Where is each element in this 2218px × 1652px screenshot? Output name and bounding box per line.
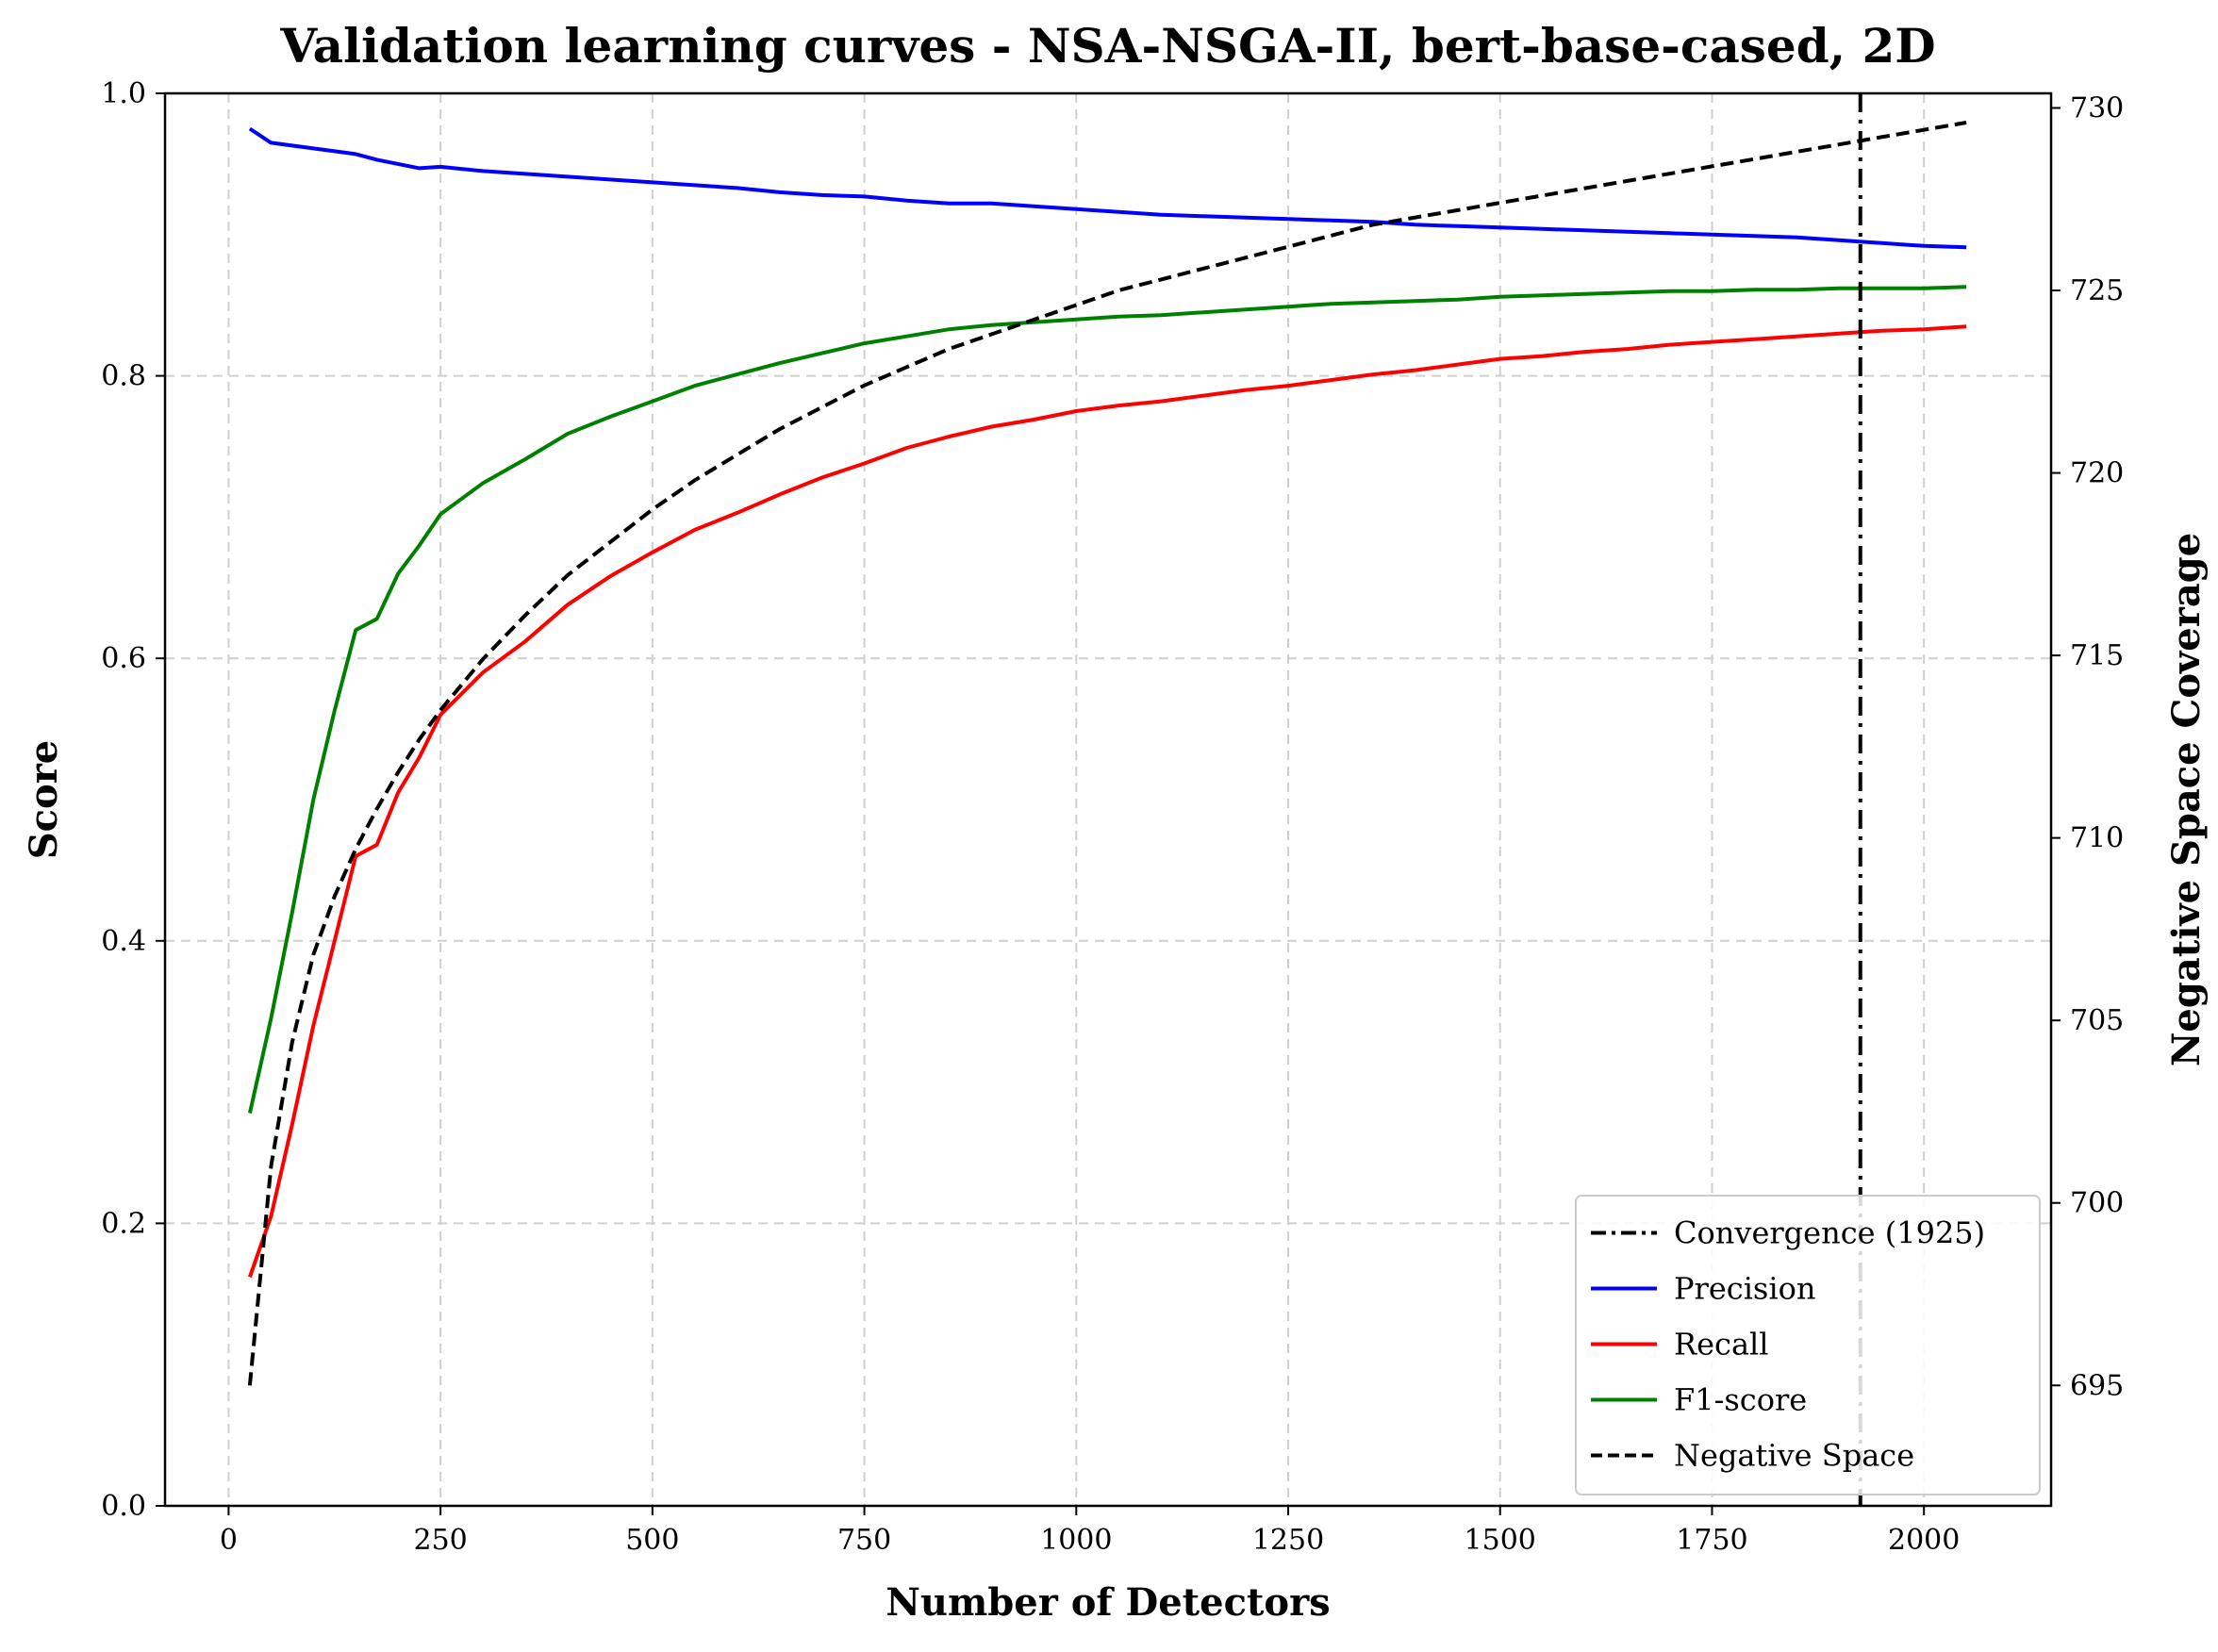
series-line-precision <box>248 126 1967 250</box>
x-tick-label: 750 <box>837 1524 891 1557</box>
y2-tick-label: 710 <box>2070 822 2124 855</box>
y-axis-ticks: 0.0 0.2 0.4 0.6 0.8 1.0 <box>101 77 165 1523</box>
y-axis-label: Score <box>22 740 66 859</box>
series-line-recall <box>248 324 1967 1278</box>
legend-label: F1-score <box>1674 1382 1807 1418</box>
legend: Convergence (1925) Precision Recall F1-scor… <box>1575 1195 2041 1495</box>
y2-axis-label: Negative Space Coverage <box>2164 533 2209 1066</box>
y2-tick-label: 700 <box>2070 1187 2124 1220</box>
chart-title: Validation learning curves - NSA-NSGA-II… <box>279 18 1935 74</box>
x-axis-label: Number of Detectors <box>886 1580 1330 1625</box>
legend-label: Recall <box>1674 1327 1769 1363</box>
y2-axis-ticks: 695 700 705 710 715 720 725 730 <box>2051 91 2124 1402</box>
legend-label: Precision <box>1674 1271 1815 1307</box>
x-tick-label: 250 <box>414 1524 468 1557</box>
x-tick-label: 1750 <box>1676 1524 1747 1557</box>
x-tick-label: 1500 <box>1465 1524 1536 1557</box>
x-tick-label: 500 <box>625 1524 679 1557</box>
legend-label: Negative Space <box>1674 1438 1914 1474</box>
y2-tick-label: 705 <box>2070 1004 2124 1037</box>
y2-tick-label: 715 <box>2070 639 2124 672</box>
y2-tick-label: 720 <box>2070 457 2124 490</box>
y-tick-label: 0.2 <box>101 1207 146 1240</box>
series-layer <box>247 121 1967 1386</box>
y-tick-label: 0.6 <box>101 642 146 675</box>
y-tick-label: 0.0 <box>101 1490 146 1523</box>
x-tick-label: 1000 <box>1040 1524 1112 1557</box>
legend-box <box>1575 1195 2041 1495</box>
x-tick-label: 1250 <box>1252 1524 1324 1557</box>
x-tick-label: 2000 <box>1888 1524 1960 1557</box>
y-tick-label: 0.4 <box>101 925 146 958</box>
y2-tick-label: 730 <box>2070 91 2124 124</box>
series-line-negative-space <box>247 121 1967 1386</box>
y-tick-label: 1.0 <box>101 77 146 110</box>
y-tick-label: 0.8 <box>101 360 146 393</box>
y2-tick-label: 725 <box>2070 274 2124 307</box>
x-tick-label: 0 <box>220 1524 238 1557</box>
legend-label: Convergence (1925) <box>1674 1215 1985 1251</box>
x-axis-ticks: 0 250 500 750 1000 1250 1500 1750 2000 <box>220 1506 1960 1557</box>
series-line-f1-score <box>247 285 1967 1115</box>
plot-frame <box>163 91 2053 1508</box>
y2-tick-label: 695 <box>2070 1369 2124 1402</box>
